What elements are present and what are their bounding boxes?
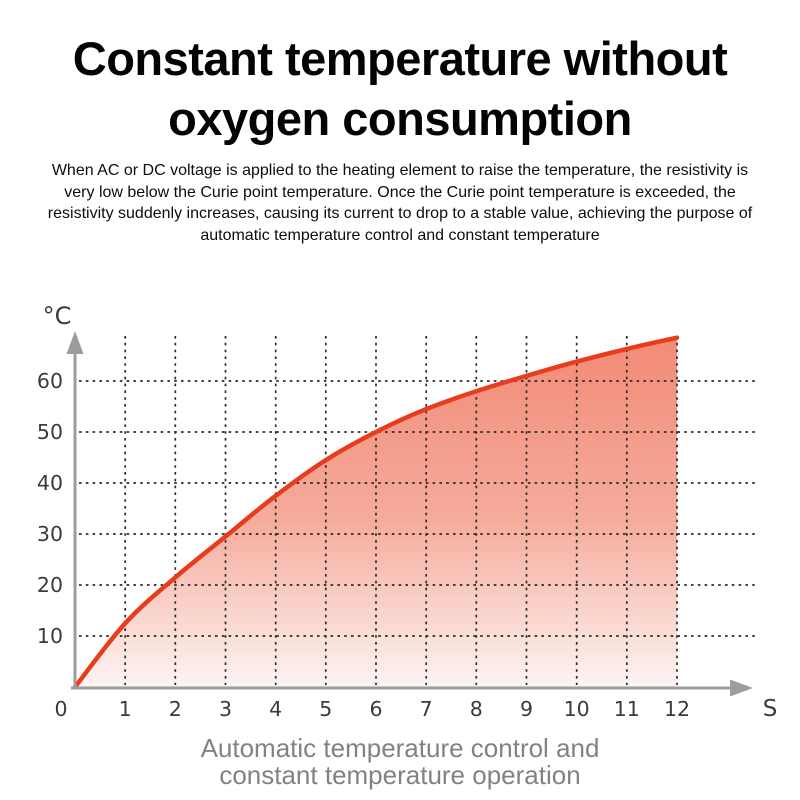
temperature-curve [72,335,680,690]
x-axis-arrow-icon [730,679,753,697]
description-line-1: When AC or DC voltage is applied to the … [51,162,749,179]
x-tick-label: 6 [369,697,382,721]
page-title: Constant temperature without oxygen cons… [0,29,800,149]
y-tick-label: 30 [37,522,63,546]
chart-caption-line-1: Automatic temperature control and [200,733,600,763]
y-tick-label: 20 [37,573,63,597]
x-tick-label: 5 [319,697,332,721]
x-tick-label: 9 [520,697,533,721]
y-axis-arrow-icon [66,331,84,354]
x-tick-label: 3 [219,697,232,721]
chart-caption-line-2: constant temperature operation [219,760,581,790]
description-line-4: automatic temperature control and consta… [200,226,600,244]
x-tick-label: 12 [664,697,690,721]
x-tick-label: 10 [564,697,590,721]
x-tick-label: 8 [470,697,483,721]
area-fill [75,337,677,687]
grid [79,336,757,685]
y-axis-unit-label: °C [43,302,72,330]
page-title-line-2: oxygen consumption [168,92,632,145]
description-line-2: very low below the Curie point temperatu… [64,183,736,201]
x-tick-label: 1 [119,697,132,721]
x-tick-label: 2 [169,697,182,721]
x-tick-label: 4 [269,697,282,721]
x-tick-label: 7 [420,697,433,721]
y-tick-label: 50 [37,420,63,444]
y-tick-label: 10 [37,624,63,648]
chart-caption: Automatic temperature control and consta… [0,735,800,789]
x-axis-unit-label: S [763,696,778,722]
description-line-3: resistivity suddenly increases, causing … [47,205,753,222]
axes [71,348,736,690]
x-tick-label: 11 [614,697,640,721]
description: When AC or DC voltage is applied to the … [0,160,800,246]
x-tick-label: 0 [54,697,67,721]
y-tick-label: 40 [37,471,63,495]
page-title-line-1: Constant temperature without [72,32,728,85]
y-tick-label: 60 [37,369,63,393]
